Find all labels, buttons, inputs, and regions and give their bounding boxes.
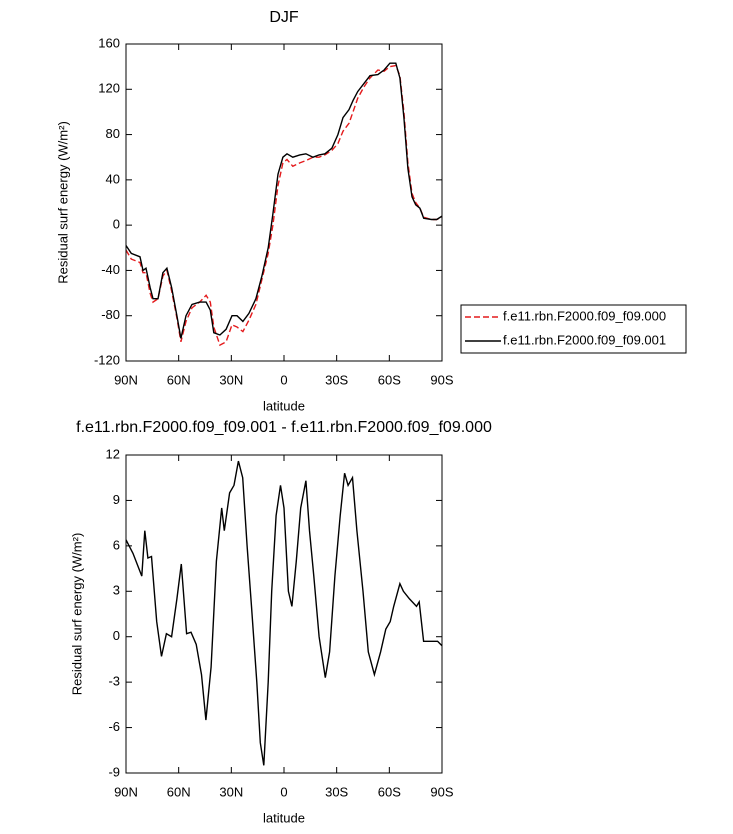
- y-tick-label: -6: [108, 719, 120, 734]
- x-tick-label: 0: [280, 784, 287, 799]
- x-tick-label: 60N: [167, 372, 191, 387]
- x-tick-label: 90N: [114, 372, 138, 387]
- y-axis-label: Residual surf energy (W/m²): [69, 533, 84, 696]
- y-tick-label: 9: [113, 492, 120, 507]
- chart-title: DJF: [269, 9, 299, 26]
- y-tick-label: -3: [108, 674, 120, 689]
- y-tick-label: 0: [113, 217, 120, 232]
- plot-frame: [125, 454, 443, 774]
- y-tick-label: 40: [106, 171, 120, 186]
- x-tick-label: 30S: [325, 784, 348, 799]
- data-line: [125, 64, 443, 347]
- x-axis-label: latitude: [263, 398, 305, 413]
- x-axis-label: latitude: [263, 810, 305, 825]
- legend-label: f.e11.rbn.F2000.f09_f09.001: [503, 332, 666, 347]
- chart-title: f.e11.rbn.F2000.f09_f09.001 - f.e11.rbn.…: [76, 419, 492, 436]
- x-tick-label: 30N: [219, 784, 243, 799]
- y-tick-label: 12: [106, 446, 120, 461]
- legend-label: f.e11.rbn.F2000.f09_f09.000: [503, 308, 666, 323]
- y-axis-label: Residual surf energy (W/m²): [55, 121, 70, 284]
- y-tick-label: -80: [101, 307, 120, 322]
- y-tick-label: 120: [98, 81, 120, 96]
- y-tick-label: 6: [113, 537, 120, 552]
- x-tick-label: 60S: [378, 784, 401, 799]
- x-tick-label: 90S: [430, 372, 453, 387]
- y-tick-label: 3: [113, 583, 120, 598]
- x-tick-label: 30N: [219, 372, 243, 387]
- x-tick-label: 60N: [167, 784, 191, 799]
- data-line: [125, 62, 443, 339]
- data-line: [125, 460, 443, 766]
- y-tick-label: -40: [101, 262, 120, 277]
- x-tick-label: 30S: [325, 372, 348, 387]
- plot-frame: [125, 43, 443, 362]
- y-tick-label: 80: [106, 126, 120, 141]
- y-tick-label: -9: [108, 764, 120, 779]
- x-tick-label: 90S: [430, 784, 453, 799]
- y-tick-label: 160: [98, 35, 120, 50]
- y-tick-label: -120: [94, 352, 120, 367]
- legend-box: [460, 304, 687, 354]
- x-tick-label: 60S: [378, 372, 401, 387]
- x-tick-label: 0: [280, 372, 287, 387]
- y-tick-label: 0: [113, 628, 120, 643]
- x-tick-label: 90N: [114, 784, 138, 799]
